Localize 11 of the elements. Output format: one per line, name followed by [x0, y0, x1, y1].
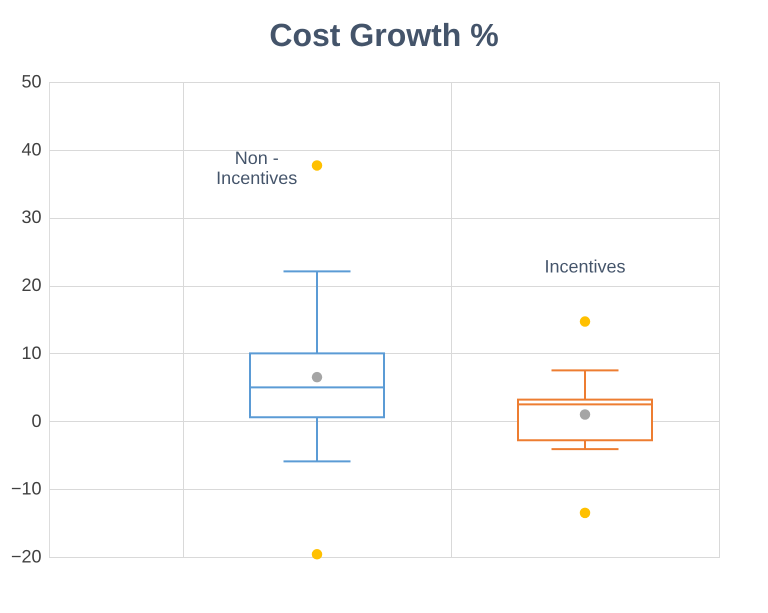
y-tick-label: 20 — [21, 275, 42, 296]
y-tick-label: −20 — [10, 546, 42, 566]
chart-title: Cost Growth % — [269, 17, 499, 53]
x-tick-label: Incentives — [544, 256, 626, 276]
y-tick-label: 50 — [21, 72, 42, 92]
y-tick-label: 30 — [21, 207, 42, 228]
y-tick-label: 0 — [31, 410, 42, 431]
y-tick-label: 10 — [21, 342, 42, 363]
y-tick-label: −10 — [10, 478, 42, 499]
x-tick-label: Non - Incentives — [216, 148, 298, 188]
y-tick-label: 40 — [21, 139, 42, 160]
